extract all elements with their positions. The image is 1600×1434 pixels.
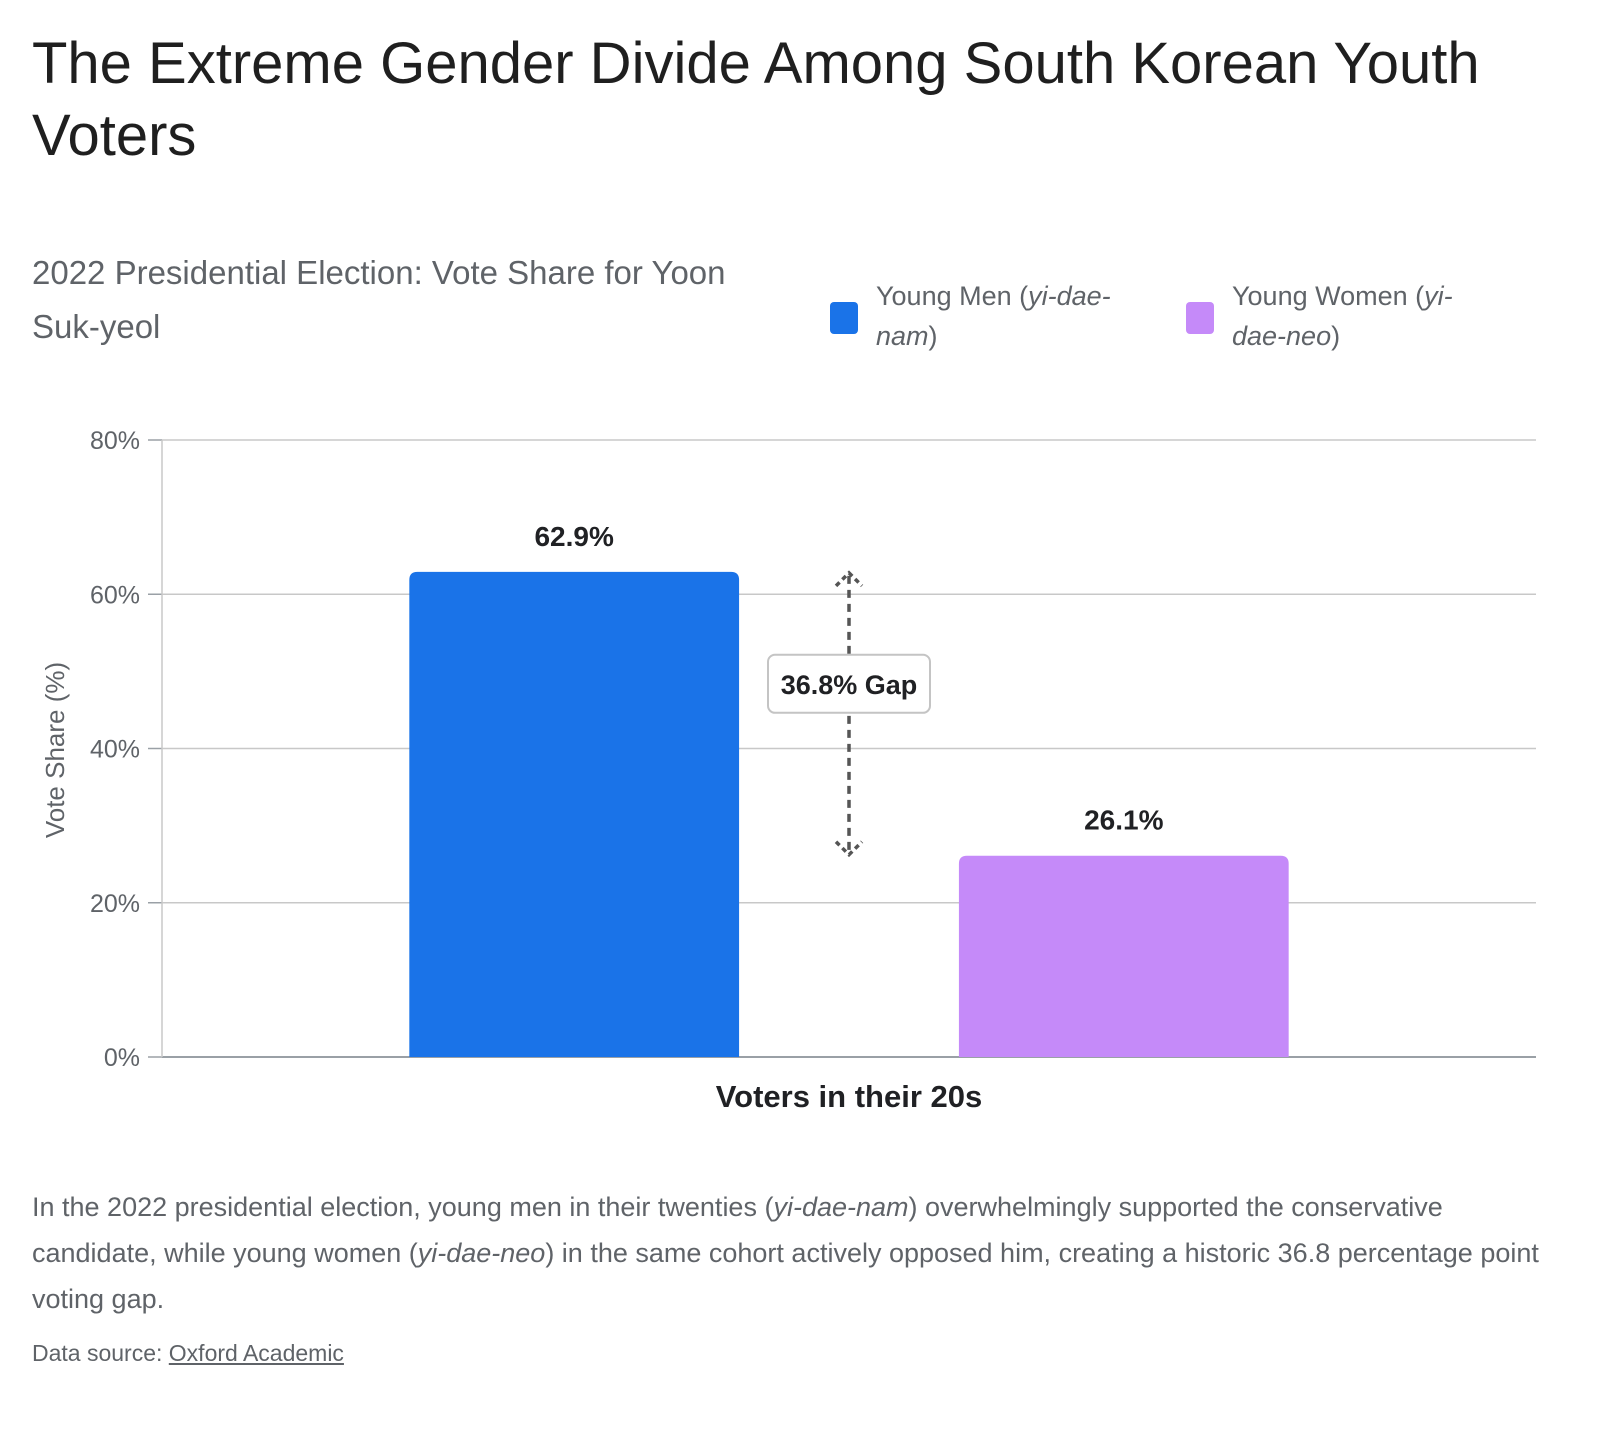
- y-tick-label: 60%: [90, 581, 140, 609]
- chart-subtitle: 2022 Presidential Election: Vote Share f…: [32, 254, 726, 345]
- legend-swatch-young-women: [1186, 302, 1214, 334]
- legend-label-young-women: Young Women (yi-dae-neo): [1232, 281, 1453, 351]
- y-tick-label: 0%: [104, 1044, 140, 1072]
- data-source: Data source: Oxford Academic: [32, 1340, 344, 1367]
- gap-label: 36.8% Gap: [781, 670, 918, 700]
- gap-arrowhead-down: [834, 840, 864, 858]
- data-source-link[interactable]: Oxford Academic: [168, 1340, 344, 1366]
- legend-item-young-women: Young Women (yi-dae-neo): [1186, 276, 1492, 356]
- bar-chart: 0% 20% 40% 60% 80% 62.9% 26.1% 36.8% Gap Vote…: [40, 427, 1536, 1114]
- gap-label-box: [767, 653, 931, 714]
- page-title: The Extreme Gender Divide Among South Ko…: [32, 31, 1480, 168]
- y-axis-label: Vote Share (%): [40, 662, 70, 838]
- data-label-young-women: 26.1%: [1084, 805, 1163, 836]
- bar-young-men: [409, 571, 740, 1057]
- x-axis-label: Voters in their 20s: [716, 1079, 982, 1114]
- chart-caption: In the 2022 presidential election, young…: [32, 1192, 1539, 1314]
- bar-young-women: [958, 855, 1289, 1057]
- legend-item-young-men: Young Men (yi-dae-nam): [830, 276, 1136, 356]
- data-source-label: Data source:: [32, 1340, 163, 1366]
- legend-swatch-young-men: [830, 302, 858, 334]
- gap-arrowhead-up: [834, 570, 864, 588]
- y-tick-label: 40%: [90, 736, 140, 764]
- data-label-young-men: 62.9%: [534, 521, 613, 552]
- y-tick-label: 20%: [90, 890, 140, 918]
- legend-label-young-men: Young Men (yi-dae-nam): [876, 281, 1111, 351]
- y-tick-label: 80%: [90, 427, 140, 455]
